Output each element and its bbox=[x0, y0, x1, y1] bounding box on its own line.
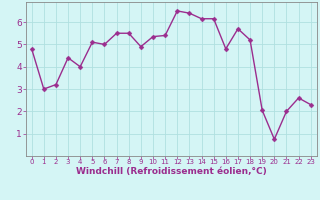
X-axis label: Windchill (Refroidissement éolien,°C): Windchill (Refroidissement éolien,°C) bbox=[76, 167, 267, 176]
